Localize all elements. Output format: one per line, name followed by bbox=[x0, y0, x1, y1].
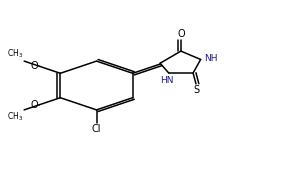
Text: O: O bbox=[30, 61, 38, 71]
Text: Cl: Cl bbox=[92, 124, 101, 134]
Text: CH$_3$: CH$_3$ bbox=[6, 111, 23, 123]
Text: O: O bbox=[30, 100, 38, 110]
Text: CH$_3$: CH$_3$ bbox=[6, 48, 23, 60]
Text: NH: NH bbox=[204, 54, 218, 63]
Text: O: O bbox=[177, 29, 185, 39]
Text: HN: HN bbox=[161, 76, 174, 85]
Text: S: S bbox=[193, 85, 199, 95]
